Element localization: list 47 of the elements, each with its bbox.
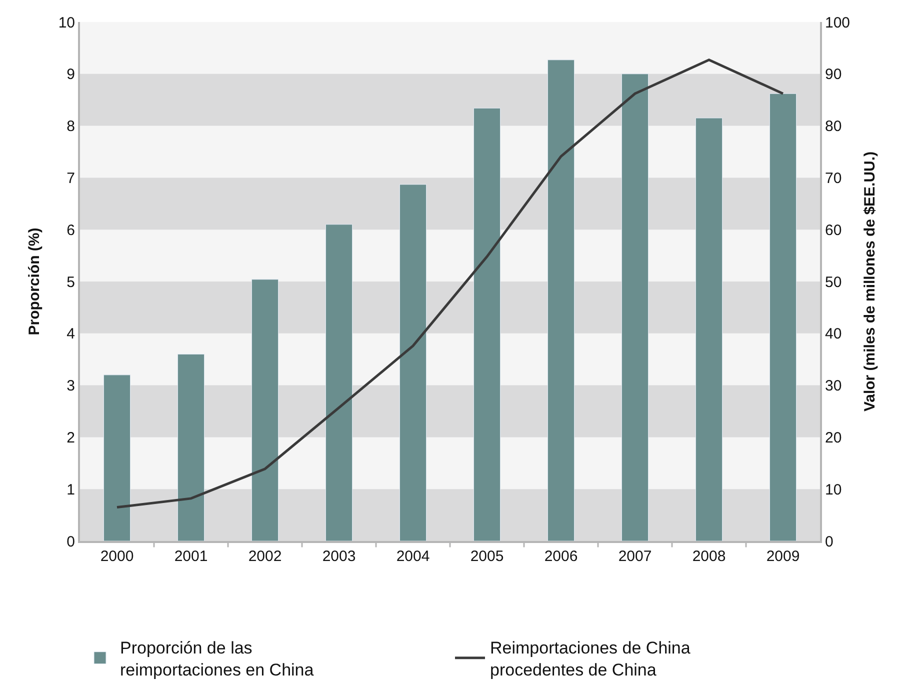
y-tick-label: 1 [66,481,75,498]
y-tick-label: 9 [66,66,75,84]
bar [695,118,723,541]
bar [325,224,353,541]
y-tick-label: 0 [66,533,75,550]
bar [399,184,427,541]
y2-tick-label: 80 [825,118,842,136]
x-tick-label: 2002 [248,548,282,565]
y-tick-label: 6 [66,222,75,239]
y2-tick-label: 50 [825,274,842,291]
bar [621,74,649,541]
x-tick-label: 2006 [544,548,578,565]
y2-axis-title: Valor (miles de millones de $EE.UU.) [862,151,879,412]
x-tick-label: 2003 [322,548,356,565]
y-tick-label: 3 [66,378,75,395]
y-tick-label: 5 [66,274,75,291]
y-tick-label: 8 [66,118,75,136]
y2-tick-label: 40 [825,326,842,343]
y-tick-label: 4 [66,326,75,343]
bar [473,108,501,541]
y2-tick-label: 100 [825,14,850,32]
legend-label: Reimportaciones de China procedentes de China [490,638,691,680]
y-axis-title: Proporción (%) [26,228,44,336]
bar [769,93,797,541]
y2-tick-label: 60 [825,222,842,239]
bar [177,354,205,541]
x-tick-label: 2007 [618,548,652,565]
x-tick-label: 2001 [174,548,208,565]
y2-tick-label: 0 [825,533,834,550]
legend-label: Proporción de las reimportaciones en China [120,638,314,680]
y2-tick-label: 20 [825,429,842,446]
x-tick-label: 2005 [470,548,504,565]
x-tick-label: 2004 [396,548,430,565]
y-tick-label: 2 [66,429,75,446]
y2-tick-label: 90 [825,66,842,84]
bar [251,279,279,541]
x-tick-label: 2008 [692,548,726,565]
bar [547,60,575,541]
x-tick-label: 2009 [766,548,800,565]
y2-tick-label: 10 [825,481,842,498]
y-tick-label: 10 [58,14,75,32]
bar [103,374,131,541]
line-series [116,58,784,509]
x-tick-label: 2000 [100,548,134,565]
y2-tick-label: 30 [825,378,842,395]
y2-tick-label: 70 [825,170,842,187]
y-tick-label: 7 [66,170,75,187]
